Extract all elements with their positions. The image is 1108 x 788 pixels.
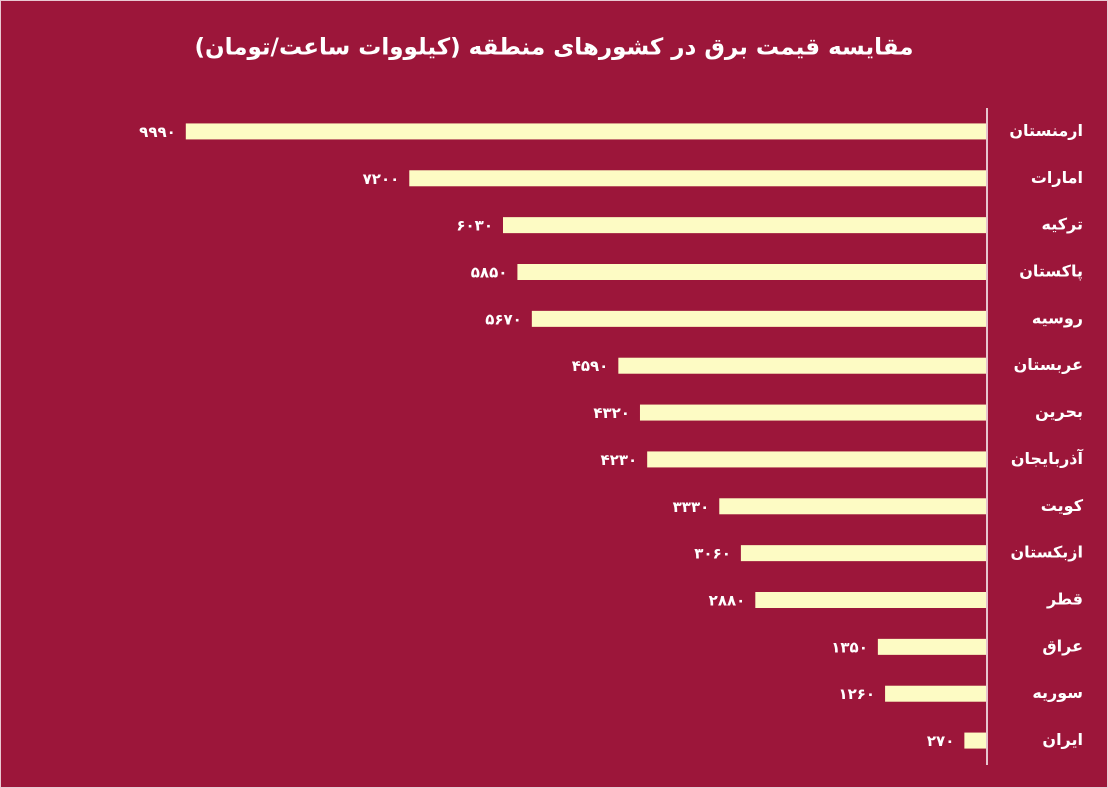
value-label: ۲۷۰ xyxy=(927,732,954,750)
category-label: عراق xyxy=(1042,636,1083,655)
bar xyxy=(877,638,986,655)
bar xyxy=(185,123,986,140)
category-label: کویت xyxy=(1041,496,1084,515)
value-label: ۷۲۰۰ xyxy=(363,170,400,188)
bar xyxy=(502,217,986,234)
value-label: ۶۰۳۰ xyxy=(456,217,493,235)
bar xyxy=(618,357,986,374)
bar xyxy=(531,310,986,327)
bar xyxy=(755,592,986,608)
bar xyxy=(517,264,986,280)
chart-title: مقایسه قیمت برق در کشورهای منطقه (کیلووا… xyxy=(194,35,913,61)
category-label: بحرین xyxy=(1035,402,1083,421)
bar xyxy=(885,685,986,702)
value-label: ۲۸۸۰ xyxy=(709,592,746,610)
category-label: روسیه xyxy=(1032,308,1083,327)
bar xyxy=(639,404,986,421)
bar xyxy=(964,732,986,749)
value-label: ۱۳۵۰ xyxy=(831,638,868,656)
bar xyxy=(740,545,986,562)
category-label: امارات xyxy=(1031,168,1083,187)
bar xyxy=(719,498,986,515)
category-label: سوریه xyxy=(1032,683,1083,702)
value-label: ۴۳۲۰ xyxy=(593,404,630,422)
category-label: قطر xyxy=(1046,590,1083,609)
value-label: ۳۰۶۰ xyxy=(694,545,731,563)
value-label: ۱۲۶۰ xyxy=(838,685,875,703)
category-label: پاکستان xyxy=(1019,262,1083,282)
category-label: ارمنستان xyxy=(1009,121,1083,140)
value-label: ۵۶۷۰ xyxy=(485,310,522,328)
bar xyxy=(647,451,986,468)
value-label: ۳۳۳۰ xyxy=(673,498,710,516)
value-label: ۴۲۳۰ xyxy=(601,451,638,469)
category-label: ترکیه xyxy=(1042,215,1084,234)
category-label: آذربایجان xyxy=(1011,448,1084,468)
value-label: ۵۸۵۰ xyxy=(471,264,508,282)
category-label: عربستان xyxy=(1014,355,1083,374)
value-label: ۹۹۹۰ xyxy=(139,123,176,141)
bar xyxy=(409,170,986,187)
value-label: ۴۵۹۰ xyxy=(572,357,609,375)
category-label: ایران xyxy=(1042,730,1083,749)
category-label: ازبکستان xyxy=(1011,543,1083,562)
